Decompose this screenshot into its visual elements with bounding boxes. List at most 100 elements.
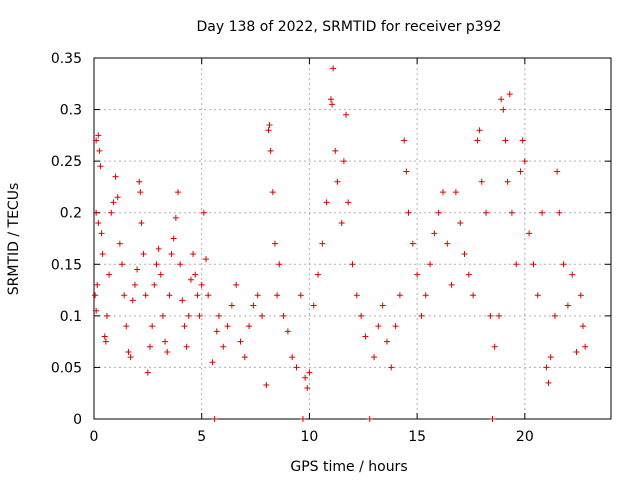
data-point — [418, 312, 425, 319]
data-point — [93, 307, 100, 314]
data-point — [237, 338, 244, 345]
y-axis-label: SRMTID / TECUs — [6, 183, 22, 296]
data-point — [276, 261, 283, 268]
data-point — [93, 137, 100, 144]
data-point — [556, 209, 563, 216]
data-point — [392, 323, 399, 330]
data-point — [203, 256, 210, 263]
data-point — [401, 137, 408, 144]
data-point — [233, 281, 240, 288]
x-axis-label: GPS time / hours — [290, 459, 407, 475]
data-point — [131, 281, 138, 288]
data-point — [508, 209, 515, 216]
data-point — [409, 240, 416, 247]
data-point — [457, 220, 464, 227]
data-point — [280, 312, 287, 319]
data-point — [215, 312, 222, 319]
data-point — [323, 199, 330, 206]
data-point — [302, 374, 309, 381]
data-point — [500, 106, 507, 113]
data-point — [114, 194, 121, 201]
x-tick-label: 10 — [301, 429, 319, 445]
data-point — [228, 302, 235, 309]
data-point — [582, 343, 589, 350]
data-point — [211, 416, 218, 422]
data-point — [306, 369, 313, 376]
y-tick-label: 0 — [73, 412, 82, 428]
data-point — [547, 354, 554, 361]
data-point — [220, 343, 227, 350]
data-point — [134, 266, 141, 273]
data-point — [149, 323, 156, 330]
data-point — [470, 292, 477, 299]
data-point — [526, 230, 533, 237]
data-point — [116, 240, 123, 247]
data-point — [259, 312, 266, 319]
data-point — [162, 338, 169, 345]
data-point — [560, 261, 567, 268]
data-point — [179, 297, 186, 304]
data-point — [327, 96, 334, 103]
data-point — [98, 230, 105, 237]
data-point — [422, 292, 429, 299]
data-point — [405, 209, 412, 216]
data-point — [551, 312, 558, 319]
data-point — [269, 189, 276, 196]
data-point — [102, 338, 109, 345]
data-point — [358, 312, 365, 319]
data-point — [487, 312, 494, 319]
data-point — [136, 178, 143, 185]
data-point — [159, 312, 166, 319]
data-point — [319, 240, 326, 247]
data-point — [119, 261, 126, 268]
data-point — [414, 271, 421, 278]
data-point — [495, 312, 502, 319]
data-point — [250, 302, 257, 309]
data-point — [93, 209, 100, 216]
data-point — [349, 261, 356, 268]
data-point — [299, 416, 306, 422]
data-point — [504, 178, 511, 185]
data-point — [577, 292, 584, 299]
data-point — [371, 354, 378, 361]
data-point — [192, 271, 199, 278]
data-point — [491, 343, 498, 350]
data-point — [246, 323, 253, 330]
data-point — [403, 168, 410, 175]
data-point — [106, 271, 113, 278]
data-point — [92, 292, 99, 299]
data-point — [502, 137, 509, 144]
data-points — [92, 65, 589, 422]
data-point — [103, 312, 110, 319]
data-point — [123, 323, 130, 330]
data-point — [175, 189, 182, 196]
data-point — [519, 137, 526, 144]
data-point — [170, 235, 177, 242]
data-point — [254, 292, 261, 299]
data-point — [164, 348, 171, 355]
data-point — [168, 250, 175, 257]
y-tick-label: 0.15 — [51, 257, 82, 273]
data-point — [187, 276, 194, 283]
data-point — [127, 354, 134, 361]
data-point — [125, 348, 132, 355]
data-point — [343, 111, 350, 118]
data-point — [101, 333, 108, 340]
data-point — [513, 261, 520, 268]
data-point — [144, 369, 151, 376]
axis-ticks: 0 0.05 0.1 0.15 0.2 0.25 0.3 0.35 0 5 10 15 20 — [51, 51, 611, 445]
data-point — [190, 250, 197, 257]
data-point — [112, 173, 119, 180]
data-point — [151, 281, 158, 288]
data-point — [196, 312, 203, 319]
data-point — [177, 261, 184, 268]
x-tick-label: 5 — [197, 429, 206, 445]
data-point — [340, 158, 347, 165]
data-point — [579, 323, 586, 330]
data-point — [427, 261, 434, 268]
data-point — [183, 343, 190, 350]
y-tick-label: 0.35 — [51, 51, 82, 67]
data-point — [99, 250, 106, 257]
data-point — [332, 147, 339, 154]
